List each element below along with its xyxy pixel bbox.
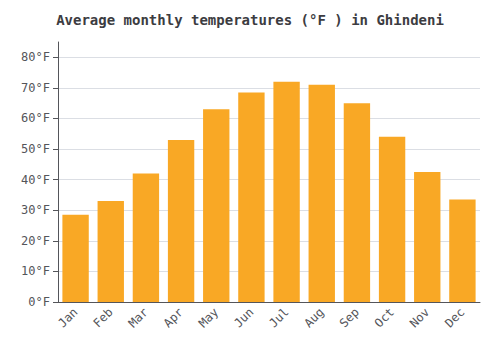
svg-text:20°F: 20°F <box>21 234 50 248</box>
svg-text:Average monthly temperatures (: Average monthly temperatures (°F ) in Gh… <box>56 12 444 28</box>
svg-text:Feb: Feb <box>90 305 115 330</box>
svg-text:Jun: Jun <box>231 305 256 330</box>
svg-text:10°F: 10°F <box>21 264 50 278</box>
svg-text:Nov: Nov <box>407 305 432 330</box>
svg-text:40°F: 40°F <box>21 173 50 187</box>
svg-text:Oct: Oct <box>372 305 397 330</box>
svg-text:30°F: 30°F <box>21 203 50 217</box>
svg-text:Mar: Mar <box>126 305 151 330</box>
svg-text:80°F: 80°F <box>21 50 50 64</box>
svg-text:50°F: 50°F <box>21 142 50 156</box>
svg-text:Jul: Jul <box>266 305 291 330</box>
svg-text:Jan: Jan <box>55 305 80 330</box>
svg-text:60°F: 60°F <box>21 111 50 125</box>
svg-text:Apr: Apr <box>161 305 186 330</box>
svg-text:70°F: 70°F <box>21 81 50 95</box>
svg-text:May: May <box>196 305 221 330</box>
svg-text:0°F: 0°F <box>28 295 50 309</box>
svg-text:Dec: Dec <box>442 305 467 330</box>
svg-text:Aug: Aug <box>301 305 326 330</box>
svg-text:Sep: Sep <box>337 305 362 330</box>
